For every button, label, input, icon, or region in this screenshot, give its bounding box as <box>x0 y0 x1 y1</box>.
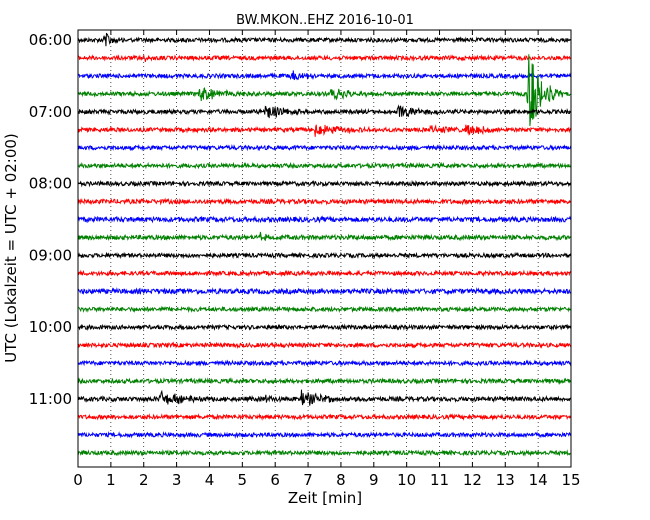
y-tick-label: 08:00 <box>29 175 72 193</box>
trace-layer <box>77 32 572 457</box>
trace-1145 <box>77 449 572 457</box>
y-tick-label: 10:00 <box>29 318 72 336</box>
y-tick-label: 06:00 <box>29 31 72 49</box>
y-tick-label: 07:00 <box>29 103 72 121</box>
x-tick-label: 3 <box>172 471 182 489</box>
x-tick-label: 9 <box>369 471 379 489</box>
x-tick-label: 12 <box>463 471 482 489</box>
y-axis-label: UTC (Lokalzeit = UTC + 02:00) <box>2 133 20 363</box>
trace-1015 <box>77 341 572 350</box>
trace-1130 <box>77 431 572 439</box>
x-tick-label: 13 <box>496 471 515 489</box>
trace-0745 <box>77 161 572 170</box>
trace-0800 <box>77 179 572 188</box>
x-axis-label: Zeit [min] <box>288 489 362 507</box>
plot-frame <box>77 29 572 468</box>
trace-0630 <box>77 70 572 81</box>
trace-1030 <box>77 359 572 367</box>
x-tick-label: 6 <box>270 471 280 489</box>
x-tick-label: 15 <box>561 471 580 489</box>
x-tick-label: 7 <box>303 471 313 489</box>
trace-1045 <box>77 377 572 385</box>
trace-0730 <box>77 143 572 152</box>
x-tick-label: 2 <box>139 471 149 489</box>
x-tick-label: 11 <box>430 471 449 489</box>
trace-0945 <box>77 305 572 314</box>
trace-0645 <box>77 54 572 127</box>
trace-0915 <box>77 269 572 278</box>
x-tick-label: 10 <box>397 471 416 489</box>
x-tick-label: 4 <box>205 471 215 489</box>
trace-0600 <box>77 32 572 47</box>
y-axis: 06:00 07:00 08:00 09:00 10:00 11:00 <box>29 31 571 408</box>
trace-0815 <box>77 197 572 206</box>
x-tick-label: 0 <box>73 471 83 489</box>
trace-0930 <box>77 287 572 296</box>
trace-0700 <box>77 104 572 119</box>
trace-1000 <box>77 323 572 332</box>
y-tick-label: 09:00 <box>29 246 72 264</box>
chart-title: BW.MKON..EHZ 2016-10-01 <box>236 13 414 28</box>
x-axis: 0 1 2 3 4 5 6 7 8 9 10 11 12 13 14 15 <box>73 30 581 489</box>
trace-0845 <box>77 231 572 242</box>
trace-0900 <box>77 251 572 260</box>
x-tick-label: 8 <box>336 471 346 489</box>
x-tick-label: 14 <box>529 471 548 489</box>
x-tick-label: 5 <box>238 471 248 489</box>
trace-1115 <box>77 413 572 421</box>
trace-0715 <box>77 124 572 137</box>
y-tick-label: 11:00 <box>29 390 72 408</box>
trace-1100 <box>77 389 572 406</box>
trace-0615 <box>77 54 572 63</box>
trace-0830 <box>77 215 572 224</box>
x-tick-label: 1 <box>106 471 116 489</box>
